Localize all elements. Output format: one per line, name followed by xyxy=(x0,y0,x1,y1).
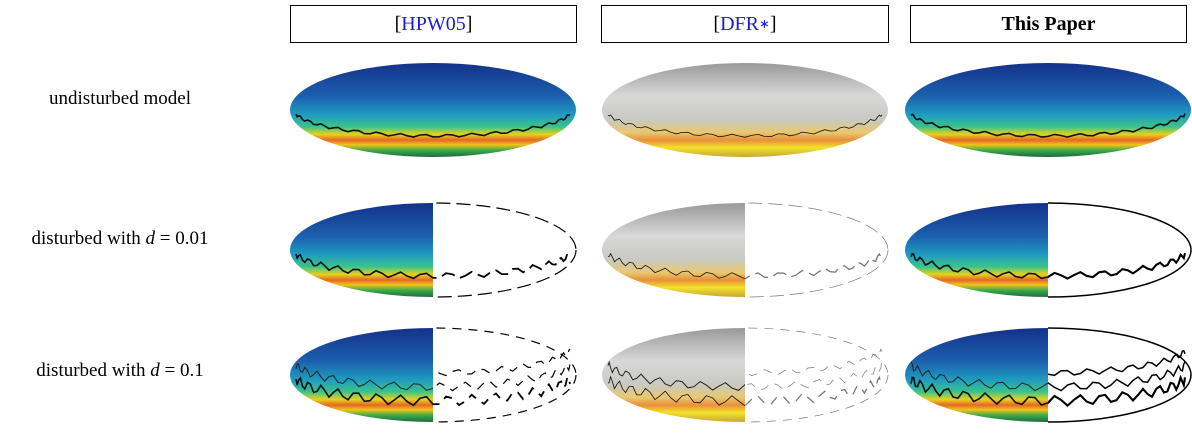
shaded-half xyxy=(290,328,576,422)
label-text: disturbed with xyxy=(32,228,141,249)
citation-sup[interactable]: ∗ xyxy=(759,16,770,32)
label-text: undisturbed model xyxy=(49,88,191,109)
bracket: ] xyxy=(770,13,777,36)
label-var: d xyxy=(150,360,160,381)
bracket: [ xyxy=(713,13,720,36)
shaded-half xyxy=(602,63,888,157)
header-text: This Paper xyxy=(1002,13,1096,36)
model-rendering xyxy=(290,63,576,157)
model-rendering xyxy=(905,63,1191,157)
model-rendering xyxy=(602,328,888,422)
shaded-half xyxy=(905,63,1191,157)
model-rendering xyxy=(905,203,1191,297)
shaded-half xyxy=(602,328,888,422)
model-rendering xyxy=(290,328,576,422)
model-rendering xyxy=(602,203,888,297)
bracket: ] xyxy=(466,13,473,36)
figure: [HPW05] [DFR∗] This Paper undisturbed mo… xyxy=(0,0,1192,441)
surface xyxy=(602,63,888,157)
row-label: disturbed with d = 0.01 xyxy=(0,228,240,250)
shaded-half xyxy=(602,203,888,297)
label-var: d xyxy=(146,228,156,249)
model-rendering xyxy=(290,203,576,297)
bracket: [ xyxy=(395,13,402,36)
surface xyxy=(602,203,888,297)
column-header: This Paper xyxy=(910,5,1187,43)
label-eq: = 0.1 xyxy=(165,360,204,381)
citation-link[interactable]: HPW05 xyxy=(401,13,465,36)
surface xyxy=(290,203,576,297)
column-header: [DFR∗] xyxy=(601,5,889,43)
shaded-half xyxy=(290,63,576,157)
column-header: [HPW05] xyxy=(290,5,577,43)
surface xyxy=(602,328,888,422)
model-rendering xyxy=(602,63,888,157)
label-text: disturbed with xyxy=(36,360,145,381)
model-rendering xyxy=(905,328,1191,422)
surface xyxy=(290,63,576,157)
citation-link[interactable]: DFR xyxy=(720,13,759,36)
label-eq: = 0.01 xyxy=(160,228,209,249)
surface xyxy=(290,328,576,422)
surface xyxy=(905,63,1191,157)
shaded-half xyxy=(290,203,576,297)
row-label: disturbed with d = 0.1 xyxy=(0,360,240,382)
row-label: undisturbed model xyxy=(0,88,240,110)
